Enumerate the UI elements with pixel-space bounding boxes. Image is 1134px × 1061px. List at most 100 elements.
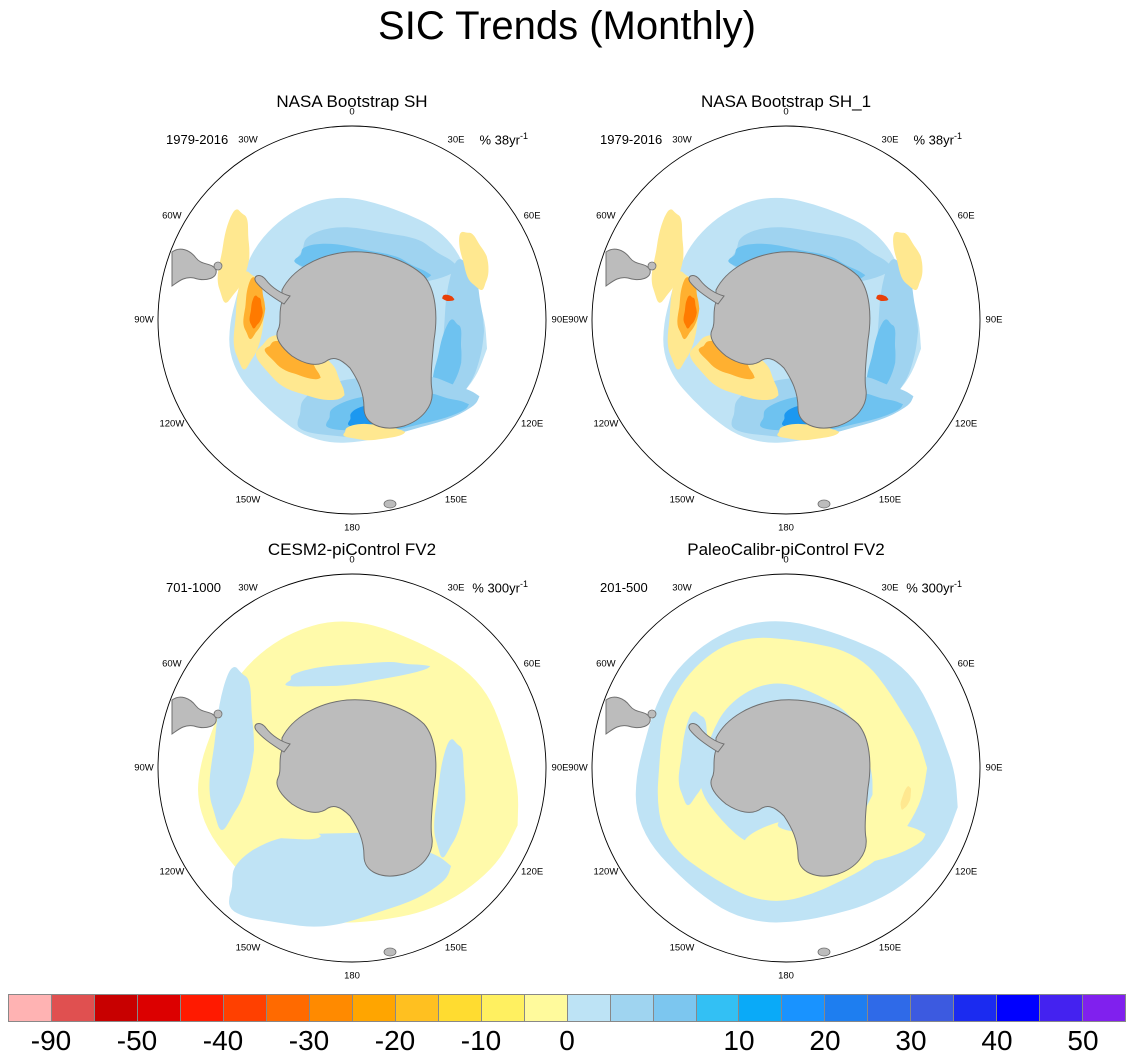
longitude-label: 30W — [238, 582, 258, 594]
longitude-label: 180 — [778, 970, 794, 982]
trend-band-strong-negative — [249, 295, 263, 329]
figure-title: SIC Trends (Monthly) — [378, 4, 756, 48]
colorbar-swatch — [868, 995, 912, 1021]
antarctic-peninsula — [254, 275, 291, 305]
map-panel-nasa-bootstrap-sh: NASA Bootstrap SH 1979-2016 % 38yr-1 0 30… — [132, 90, 572, 534]
antarctic-peninsula — [688, 275, 725, 305]
panel-period: 1979-2016 — [600, 132, 663, 147]
antarctica-landmass — [710, 251, 871, 429]
longitude-label: 30E — [447, 582, 465, 594]
longitude-label: 150W — [669, 942, 695, 954]
longitude-label: 60E — [523, 658, 541, 670]
longitude-label: 30W — [672, 582, 692, 594]
colorbar-swatch — [395, 995, 439, 1021]
colorbar-swatch — [567, 995, 611, 1021]
new-zealand-tip — [383, 499, 397, 509]
trend-band-positive — [434, 739, 466, 858]
panel-period: 1979-2016 — [166, 132, 229, 147]
falkland-islands — [647, 261, 657, 271]
longitude-label: 0 — [349, 106, 355, 118]
colorbar-tick-label: 20 — [809, 1025, 841, 1056]
units-exponent: -1 — [519, 579, 528, 589]
longitude-label: 90E — [985, 762, 1003, 774]
antarctic-peninsula — [688, 723, 725, 753]
new-zealand-tip — [817, 499, 831, 509]
colorbar-swatch — [1083, 995, 1126, 1021]
units-text: % 300yr — [906, 580, 954, 596]
longitude-label: 180 — [344, 970, 360, 982]
colorbar-tick-label: -50 — [116, 1025, 158, 1056]
panel-units: % 300yr-1 — [906, 576, 962, 596]
longitude-label: 120E — [955, 866, 978, 878]
panel-title: NASA Bootstrap SH_1 — [700, 92, 872, 111]
polar-map — [157, 573, 547, 963]
panel-title: CESM2-piControl FV2 — [267, 540, 437, 559]
longitude-label: 60W — [596, 658, 616, 670]
units-text: % 38yr — [913, 132, 954, 148]
longitude-label: 120W — [159, 866, 185, 878]
panel-period: 701-1000 — [166, 580, 221, 595]
new-zealand-tip — [383, 947, 397, 957]
units-text: % 38yr — [479, 132, 520, 148]
colorbar-swatch — [610, 995, 654, 1021]
colorbar-tick-label: 30 — [895, 1025, 927, 1056]
map-panel-paleocalibr-picontrol: PaleoCalibr-piControl FV2 201-500 % 300y… — [566, 538, 1006, 982]
colorbar-swatch — [1040, 995, 1084, 1021]
map-panel-cesm2-picontrol: CESM2-piControl FV2 701-1000 % 300yr-1 0… — [132, 538, 572, 982]
map-panel-nasa-bootstrap-sh-1: NASA Bootstrap SH_1 1979-2016 % 38yr-1 0… — [566, 90, 1006, 534]
longitude-label: 120W — [159, 418, 185, 430]
longitude-label: 0 — [349, 554, 355, 566]
longitude-label: 150W — [669, 494, 695, 506]
colorbar-tick-label: -20 — [374, 1025, 416, 1056]
longitude-label: 90W — [568, 314, 588, 326]
colorbar-swatch — [137, 995, 181, 1021]
colorbar-tick-label: -40 — [202, 1025, 244, 1056]
trend-band-negative — [459, 231, 489, 291]
colorbar-swatch — [696, 995, 740, 1021]
falkland-islands — [647, 709, 657, 719]
colorbar-swatch — [825, 995, 869, 1021]
longitude-label: 90E — [551, 314, 569, 326]
trend-band-negative — [247, 815, 321, 840]
panel-units: % 38yr-1 — [914, 128, 962, 148]
longitude-label: 60W — [162, 658, 182, 670]
colorbar-swatch — [180, 995, 224, 1021]
south-america-tip — [605, 696, 651, 735]
antarctica-landmass — [710, 699, 871, 877]
longitude-label: 90W — [134, 762, 154, 774]
colorbar-swatch — [954, 995, 998, 1021]
map-boundary-circle — [591, 125, 981, 515]
longitude-label: 30E — [447, 134, 465, 146]
trend-band-positive — [209, 667, 254, 830]
longitude-label: 60E — [957, 658, 975, 670]
colorbar-tick-label: 10 — [723, 1025, 755, 1056]
south-america-tip — [605, 248, 651, 287]
colorbar-tick-label: 0 — [559, 1025, 575, 1056]
colorbar-tick-label: -10 — [460, 1025, 502, 1056]
new-zealand-tip — [817, 947, 831, 957]
colorbar-swatch — [653, 995, 697, 1021]
trend-band-strong-negative — [876, 294, 889, 301]
colorbar-swatch — [9, 995, 52, 1021]
longitude-label: 30E — [881, 134, 899, 146]
longitude-label: 150W — [235, 494, 261, 506]
trend-band-strong-negative — [442, 294, 455, 301]
longitude-label: 180 — [344, 522, 360, 534]
trend-band-positive — [285, 661, 431, 687]
longitude-label: 60W — [596, 210, 616, 222]
units-exponent: -1 — [953, 579, 962, 589]
longitude-label: 120W — [593, 866, 619, 878]
colorbar-swatch — [782, 995, 826, 1021]
trend-band-negative — [264, 340, 321, 380]
colorbar-tick-label: -90 — [30, 1025, 72, 1056]
trend-band-strong-negative — [683, 295, 697, 329]
longitude-label: 30W — [672, 134, 692, 146]
longitude-label: 30E — [881, 582, 899, 594]
south-america-tip — [171, 696, 217, 735]
colorbar-tick-label: 40 — [981, 1025, 1013, 1056]
longitude-label: 150E — [444, 942, 468, 954]
longitude-label: 60W — [162, 210, 182, 222]
colorbar-swatch — [739, 995, 783, 1021]
trend-band-negative — [893, 231, 923, 291]
colorbar-swatch — [309, 995, 353, 1021]
